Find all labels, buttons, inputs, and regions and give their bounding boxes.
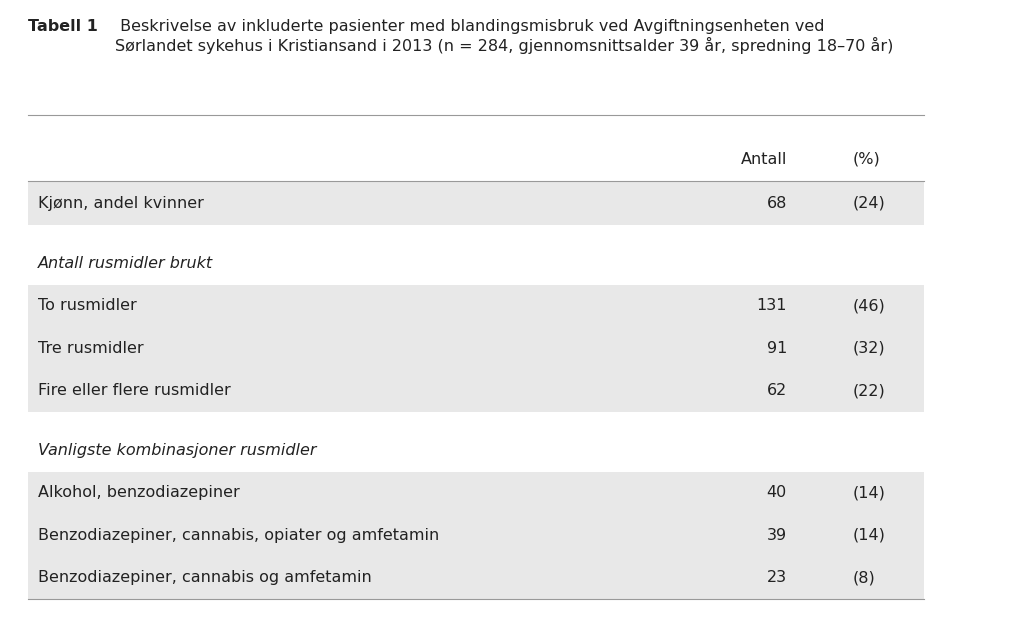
Text: (46): (46): [853, 298, 886, 313]
Bar: [29, 182, 924, 225]
Text: Tabell 1: Tabell 1: [29, 19, 98, 34]
Text: 68: 68: [767, 196, 786, 211]
Text: 40: 40: [767, 485, 786, 500]
Text: Vanligste kombinasjoner rusmidler: Vanligste kombinasjoner rusmidler: [38, 443, 316, 458]
Text: 62: 62: [767, 383, 786, 398]
Text: 131: 131: [757, 298, 786, 313]
Bar: [29, 369, 924, 412]
Text: Benzodiazepiner, cannabis og amfetamin: Benzodiazepiner, cannabis og amfetamin: [38, 570, 372, 585]
Bar: [29, 285, 924, 327]
Text: Beskrivelse av inkluderte pasienter med blandingsmisbruk ved Avgiftningsenheten : Beskrivelse av inkluderte pasienter med …: [115, 19, 893, 54]
Bar: [29, 327, 924, 369]
Text: 91: 91: [767, 341, 786, 356]
Text: (32): (32): [853, 341, 886, 356]
Text: Kjønn, andel kvinner: Kjønn, andel kvinner: [38, 196, 204, 211]
Bar: [29, 557, 924, 599]
Text: 39: 39: [767, 528, 786, 543]
Text: Tre rusmidler: Tre rusmidler: [38, 341, 143, 356]
Text: To rusmidler: To rusmidler: [38, 298, 136, 313]
Text: Antall rusmidler brukt: Antall rusmidler brukt: [38, 256, 213, 271]
Text: (14): (14): [853, 528, 886, 543]
Text: (24): (24): [853, 196, 886, 211]
Text: (8): (8): [853, 570, 876, 585]
Text: 23: 23: [767, 570, 786, 585]
Text: (14): (14): [853, 485, 886, 500]
Text: Benzodiazepiner, cannabis, opiater og amfetamin: Benzodiazepiner, cannabis, opiater og am…: [38, 528, 439, 543]
Text: (22): (22): [853, 383, 886, 398]
Bar: [29, 514, 924, 557]
Text: Fire eller flere rusmidler: Fire eller flere rusmidler: [38, 383, 230, 398]
Text: Antall: Antall: [740, 152, 786, 167]
Bar: [29, 472, 924, 514]
Text: (%): (%): [853, 152, 881, 167]
Text: Alkohol, benzodiazepiner: Alkohol, benzodiazepiner: [38, 485, 240, 500]
